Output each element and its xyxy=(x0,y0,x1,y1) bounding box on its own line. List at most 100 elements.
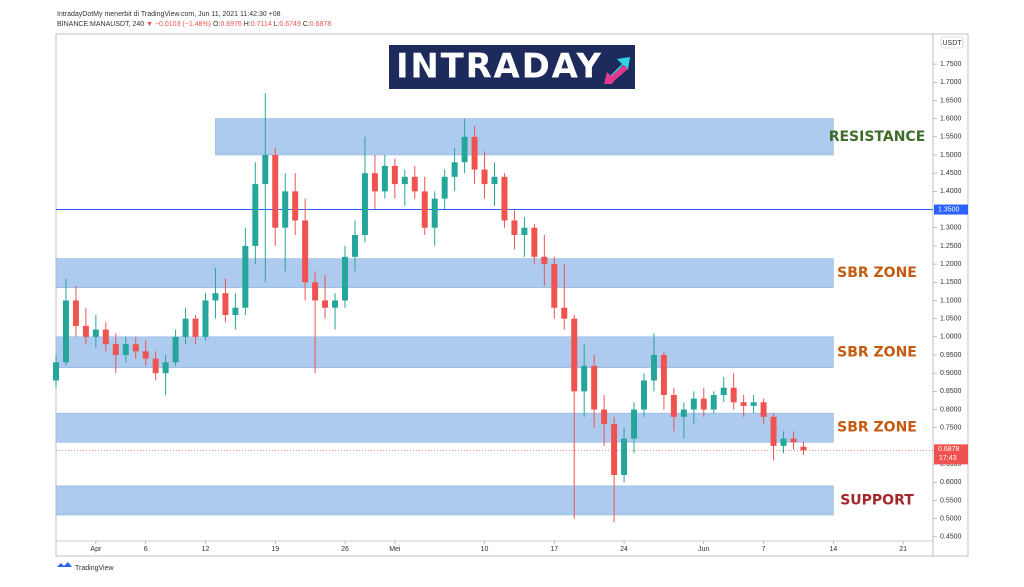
zone xyxy=(55,258,834,289)
zone xyxy=(55,485,834,516)
candle-body xyxy=(371,173,378,192)
symbol: BINANCE:MANAUSDT, 240 xyxy=(57,21,144,28)
candle-body xyxy=(451,162,458,177)
candle-body xyxy=(611,424,618,475)
zone-label: SBR ZONE xyxy=(837,344,917,360)
candle-body xyxy=(202,300,209,337)
candle-body xyxy=(262,155,269,185)
y-tick-label: 0.4500 xyxy=(940,534,962,541)
candle-body xyxy=(332,300,339,308)
y-tick-label: 1.0500 xyxy=(940,315,962,322)
x-tick-label: 6 xyxy=(144,546,148,553)
candle-body xyxy=(401,176,408,185)
candle-body xyxy=(441,176,448,199)
candle-body xyxy=(411,176,418,192)
candle-body xyxy=(252,184,259,246)
candle-body xyxy=(292,191,299,221)
y-tick-label: 1.2500 xyxy=(940,243,962,250)
candle-body xyxy=(351,235,358,257)
candle-body xyxy=(710,395,717,410)
candle-body xyxy=(601,409,608,425)
y-tick-label: 1.5000 xyxy=(940,152,962,159)
candle-body xyxy=(282,191,289,228)
y-tick-label: 1.5500 xyxy=(940,134,962,141)
plot-area: 0.4500 0.5000 0.5500 0.6000 0.6500 0.7500 0.80… xyxy=(53,61,968,553)
candle-body xyxy=(72,300,79,326)
candle-body xyxy=(800,446,807,451)
hline-price-label: 1.3500 xyxy=(938,206,960,213)
candle-body xyxy=(760,402,767,417)
logo-arrow-down xyxy=(604,65,628,84)
y-tick-label: 1.7500 xyxy=(940,61,962,68)
candle-body xyxy=(690,398,697,410)
ohlc-label: L: xyxy=(274,21,280,28)
logo: INTRADAY xyxy=(389,45,635,89)
candle-body xyxy=(342,256,349,301)
candle-body xyxy=(471,136,478,170)
x-tick-label: 7 xyxy=(762,546,766,553)
y-tick-label: 1.1000 xyxy=(940,297,962,304)
y-tick-label: 0.9500 xyxy=(940,352,962,359)
candle-body xyxy=(720,387,727,395)
ohlc-label: H: xyxy=(244,21,251,28)
y-tick-label: 0.5000 xyxy=(940,515,962,522)
logo-bg xyxy=(389,45,635,89)
candle-body xyxy=(531,227,538,257)
y-tick-label: 1.6500 xyxy=(940,97,962,104)
zone-label: SBR ZONE xyxy=(837,265,917,281)
y-tick-label: 1.0000 xyxy=(940,334,962,341)
y-tick-label: 0.8500 xyxy=(940,388,962,395)
candle-body xyxy=(272,155,279,228)
hline-price-box xyxy=(934,204,968,215)
candle-body xyxy=(660,355,667,395)
ohlc-label: O: xyxy=(213,21,220,28)
candle-body xyxy=(122,344,129,355)
y-tick-label: 1.3000 xyxy=(940,225,962,232)
x-tick-label: Mei xyxy=(389,546,401,553)
candle-body xyxy=(142,351,149,359)
candle-body xyxy=(222,293,229,315)
y-tick-label: 0.8000 xyxy=(940,406,962,413)
candle-body xyxy=(670,395,677,417)
y-tick-label: 1.4000 xyxy=(940,188,962,195)
candle-body xyxy=(312,282,319,301)
candle-body xyxy=(391,165,398,185)
y-tick-label: 0.7500 xyxy=(940,425,962,432)
candle-body xyxy=(162,362,169,374)
y-tick-label: 0.5500 xyxy=(940,497,962,504)
candle-body xyxy=(700,398,707,410)
candle-body xyxy=(680,409,687,417)
candle-body xyxy=(322,300,329,308)
candle-body xyxy=(481,169,488,185)
candle-body xyxy=(501,176,508,221)
candle-body xyxy=(212,293,219,301)
x-tick-label: 21 xyxy=(899,546,907,553)
currency-label: USDT xyxy=(942,40,962,47)
x-tick-label: 24 xyxy=(620,546,628,553)
candle-body xyxy=(780,438,787,446)
header-symbol-line: BINANCE:MANAUSDT, 240 ▼ −0.0103 (−1.48%)… xyxy=(57,21,331,28)
candle-body xyxy=(421,191,428,228)
y-tick-label: 1.2000 xyxy=(940,261,962,268)
candle-body xyxy=(631,409,638,439)
candle-body xyxy=(132,344,139,352)
zone-label: SUPPORT xyxy=(840,492,914,508)
candle-body xyxy=(511,220,518,235)
x-tick-label: Jun xyxy=(698,546,709,553)
candle-body xyxy=(770,416,777,446)
countdown-label: 17:43 xyxy=(939,455,957,462)
y-tick-label: 1.4500 xyxy=(940,170,962,177)
x-tick-label: 26 xyxy=(341,546,349,553)
header-line: IntradayDotMy menerbit di TradingView.co… xyxy=(57,11,281,18)
logo-arrow-up xyxy=(606,57,630,80)
change: ▼ −0.0103 (−1.48%) xyxy=(146,21,211,28)
chart-frame xyxy=(55,33,969,557)
zone xyxy=(55,412,834,443)
candle-body xyxy=(152,358,159,374)
candle-body xyxy=(650,355,657,381)
x-tick-label: 14 xyxy=(829,546,837,553)
candle-body xyxy=(491,176,498,185)
candle-body xyxy=(551,264,558,308)
x-tick-label: 10 xyxy=(481,546,489,553)
y-tick-label: 1.6000 xyxy=(940,115,962,122)
